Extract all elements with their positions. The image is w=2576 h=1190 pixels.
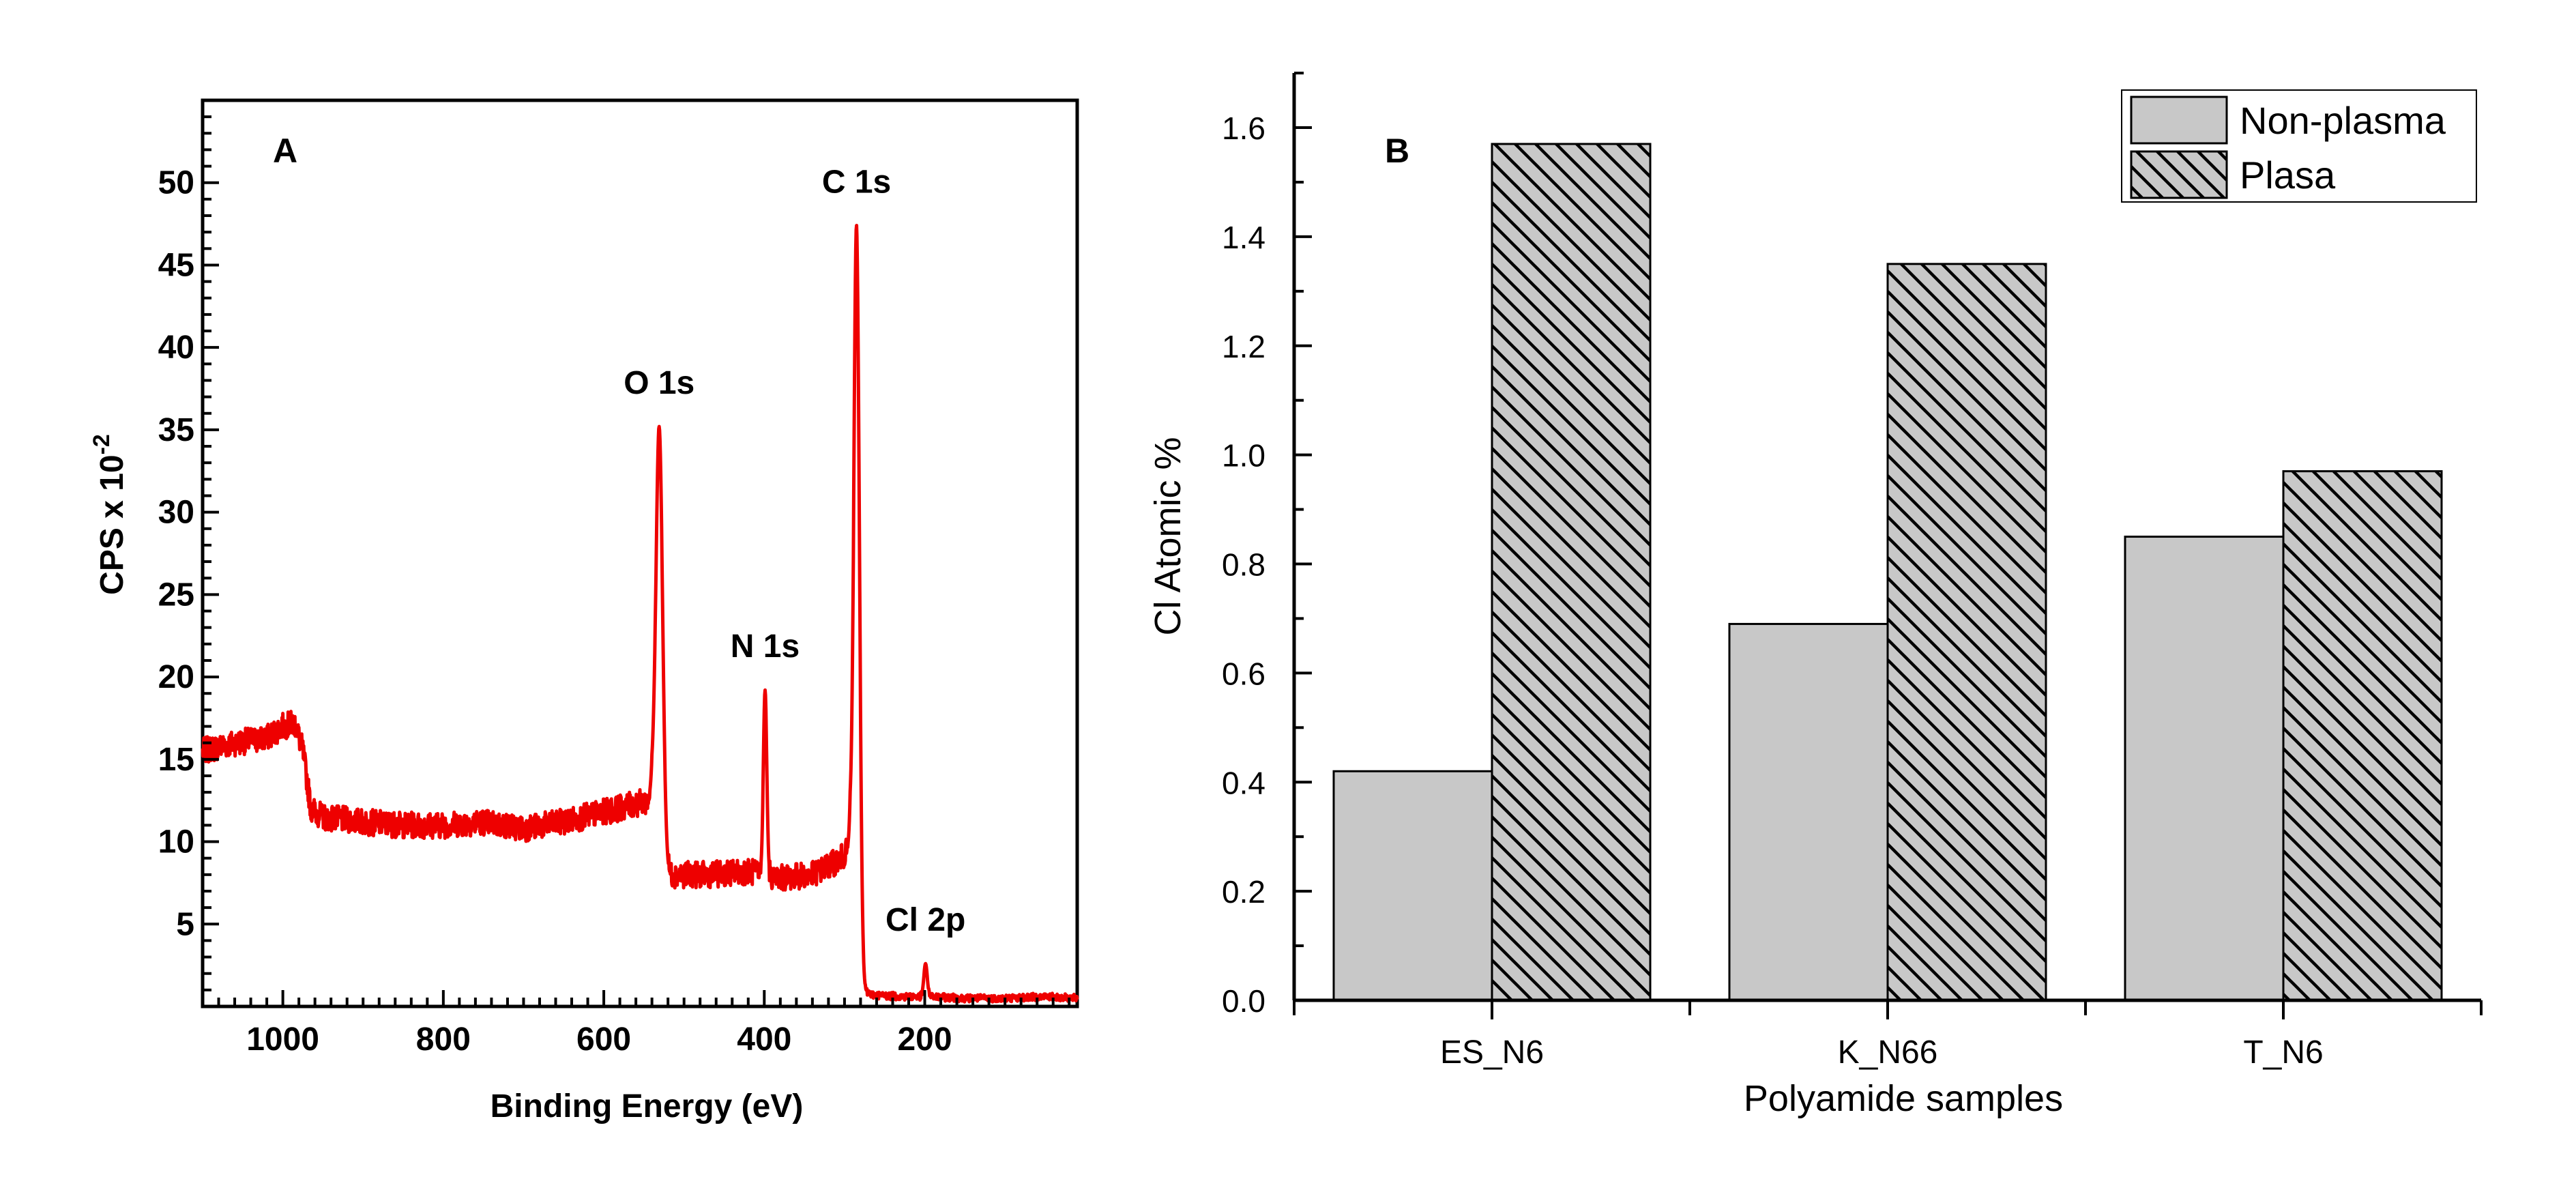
legend-swatch-non-plasma (2130, 96, 2228, 145)
bar-k-n66-plasa (1886, 263, 2047, 1002)
panel-b-legend: Non-plasma Plasa (2121, 89, 2477, 203)
peak-label-o-1s: O 1s (624, 365, 694, 401)
y-tick-label: 5 (176, 906, 194, 942)
y-tick-label: 1.4 (1222, 220, 1265, 255)
bar-t-n6-non-plasma (2124, 536, 2285, 1002)
panel-b-x-axis-label: Polyamide samples (1744, 1078, 2063, 1119)
y-tick-label: 0.6 (1222, 656, 1265, 691)
x-tick-label: 600 (576, 1021, 631, 1058)
x-tick-label: 800 (416, 1021, 471, 1058)
y-tick-label: 45 (158, 247, 194, 283)
y-tick-label: 0.4 (1222, 765, 1265, 800)
panel-a-x-ticks: 1000 800 600 400 200 (201, 990, 1071, 1058)
panel-a-plot-area (201, 98, 1079, 1008)
x-category-label-t-n6: T_N6 (2243, 1034, 2323, 1071)
legend-swatch-plasa (2130, 150, 2228, 199)
y-tick-label: 1.6 (1222, 111, 1265, 146)
legend-label-plasa: Plasa (2240, 154, 2336, 197)
panel-a-y-axis-label-exponent: -2 (89, 434, 115, 454)
panel-a-x-axis-label: Binding Energy (eV) (491, 1088, 804, 1124)
panel-a-y-axis-label-base: CPS x 10 (94, 454, 130, 594)
panel-a-peak-labels: C 1s O 1s N 1s Cl 2p (624, 164, 965, 938)
y-tick-label: 20 (158, 659, 194, 695)
peak-label-c-1s: C 1s (822, 164, 891, 200)
x-tick-label: 400 (737, 1021, 791, 1058)
y-tick-label: 25 (158, 577, 194, 613)
x-category-label-es-n6: ES_N6 (1440, 1034, 1544, 1071)
y-tick-label: 1.0 (1222, 438, 1265, 474)
y-tick-label: 1.2 (1222, 329, 1265, 364)
panel-a-y-axis-label: CPS x 10-2 (89, 434, 130, 595)
y-tick-label: 35 (158, 412, 194, 448)
bar-t-n6-plasa (2282, 470, 2443, 1002)
panel-a-y-ticks: 5 10 15 20 25 30 35 40 45 50 (158, 115, 219, 991)
svg-text:CPS x 10-2: CPS x 10-2 (89, 434, 130, 595)
y-tick-label: 10 (158, 824, 194, 860)
panel-b-x-ticks: ES_N6 K_N66 T_N6 (1293, 1000, 2483, 1071)
panel-a: 1000 800 600 400 200 5 10 15 20 25 30 35 40 45 50 C 1… (89, 98, 1079, 1124)
y-tick-label: 40 (158, 330, 194, 366)
y-tick-label: 0.0 (1222, 983, 1265, 1019)
peak-label-cl-2p: Cl 2p (886, 902, 965, 938)
bar-es-n6-non-plasma (1332, 770, 1493, 1002)
panel-b-y-axis-label: Cl Atomic % (1147, 437, 1188, 635)
y-tick-label: 50 (158, 165, 194, 201)
bar-k-n66-non-plasma (1728, 622, 1889, 1002)
peak-label-n-1s: N 1s (731, 628, 800, 665)
panel-b-label: B (1385, 132, 1409, 170)
x-tick-label: 1000 (246, 1021, 319, 1058)
xps-spectrum-line (201, 224, 1079, 1004)
y-tick-label: 0.2 (1222, 874, 1265, 910)
panel-b-bars (1332, 143, 2443, 1002)
y-tick-label: 15 (158, 742, 194, 778)
y-tick-label: 30 (158, 495, 194, 531)
panel-b: 0.0 0.2 0.4 0.6 0.8 1.0 1.2 1.4 1.6 ES_N6 K_N66 T_… (1147, 72, 2483, 1119)
bar-es-n6-plasa (1491, 143, 1652, 1002)
y-tick-label: 0.8 (1222, 547, 1265, 583)
panel-a-label: A (273, 132, 297, 170)
panel-b-y-ticks: 0.0 0.2 0.4 0.6 0.8 1.0 1.2 1.4 1.6 (1222, 72, 1312, 1019)
x-tick-label: 200 (897, 1021, 952, 1058)
x-category-label-k-n66: K_N66 (1838, 1034, 1938, 1071)
legend-label-non-plasma: Non-plasma (2240, 99, 2446, 142)
